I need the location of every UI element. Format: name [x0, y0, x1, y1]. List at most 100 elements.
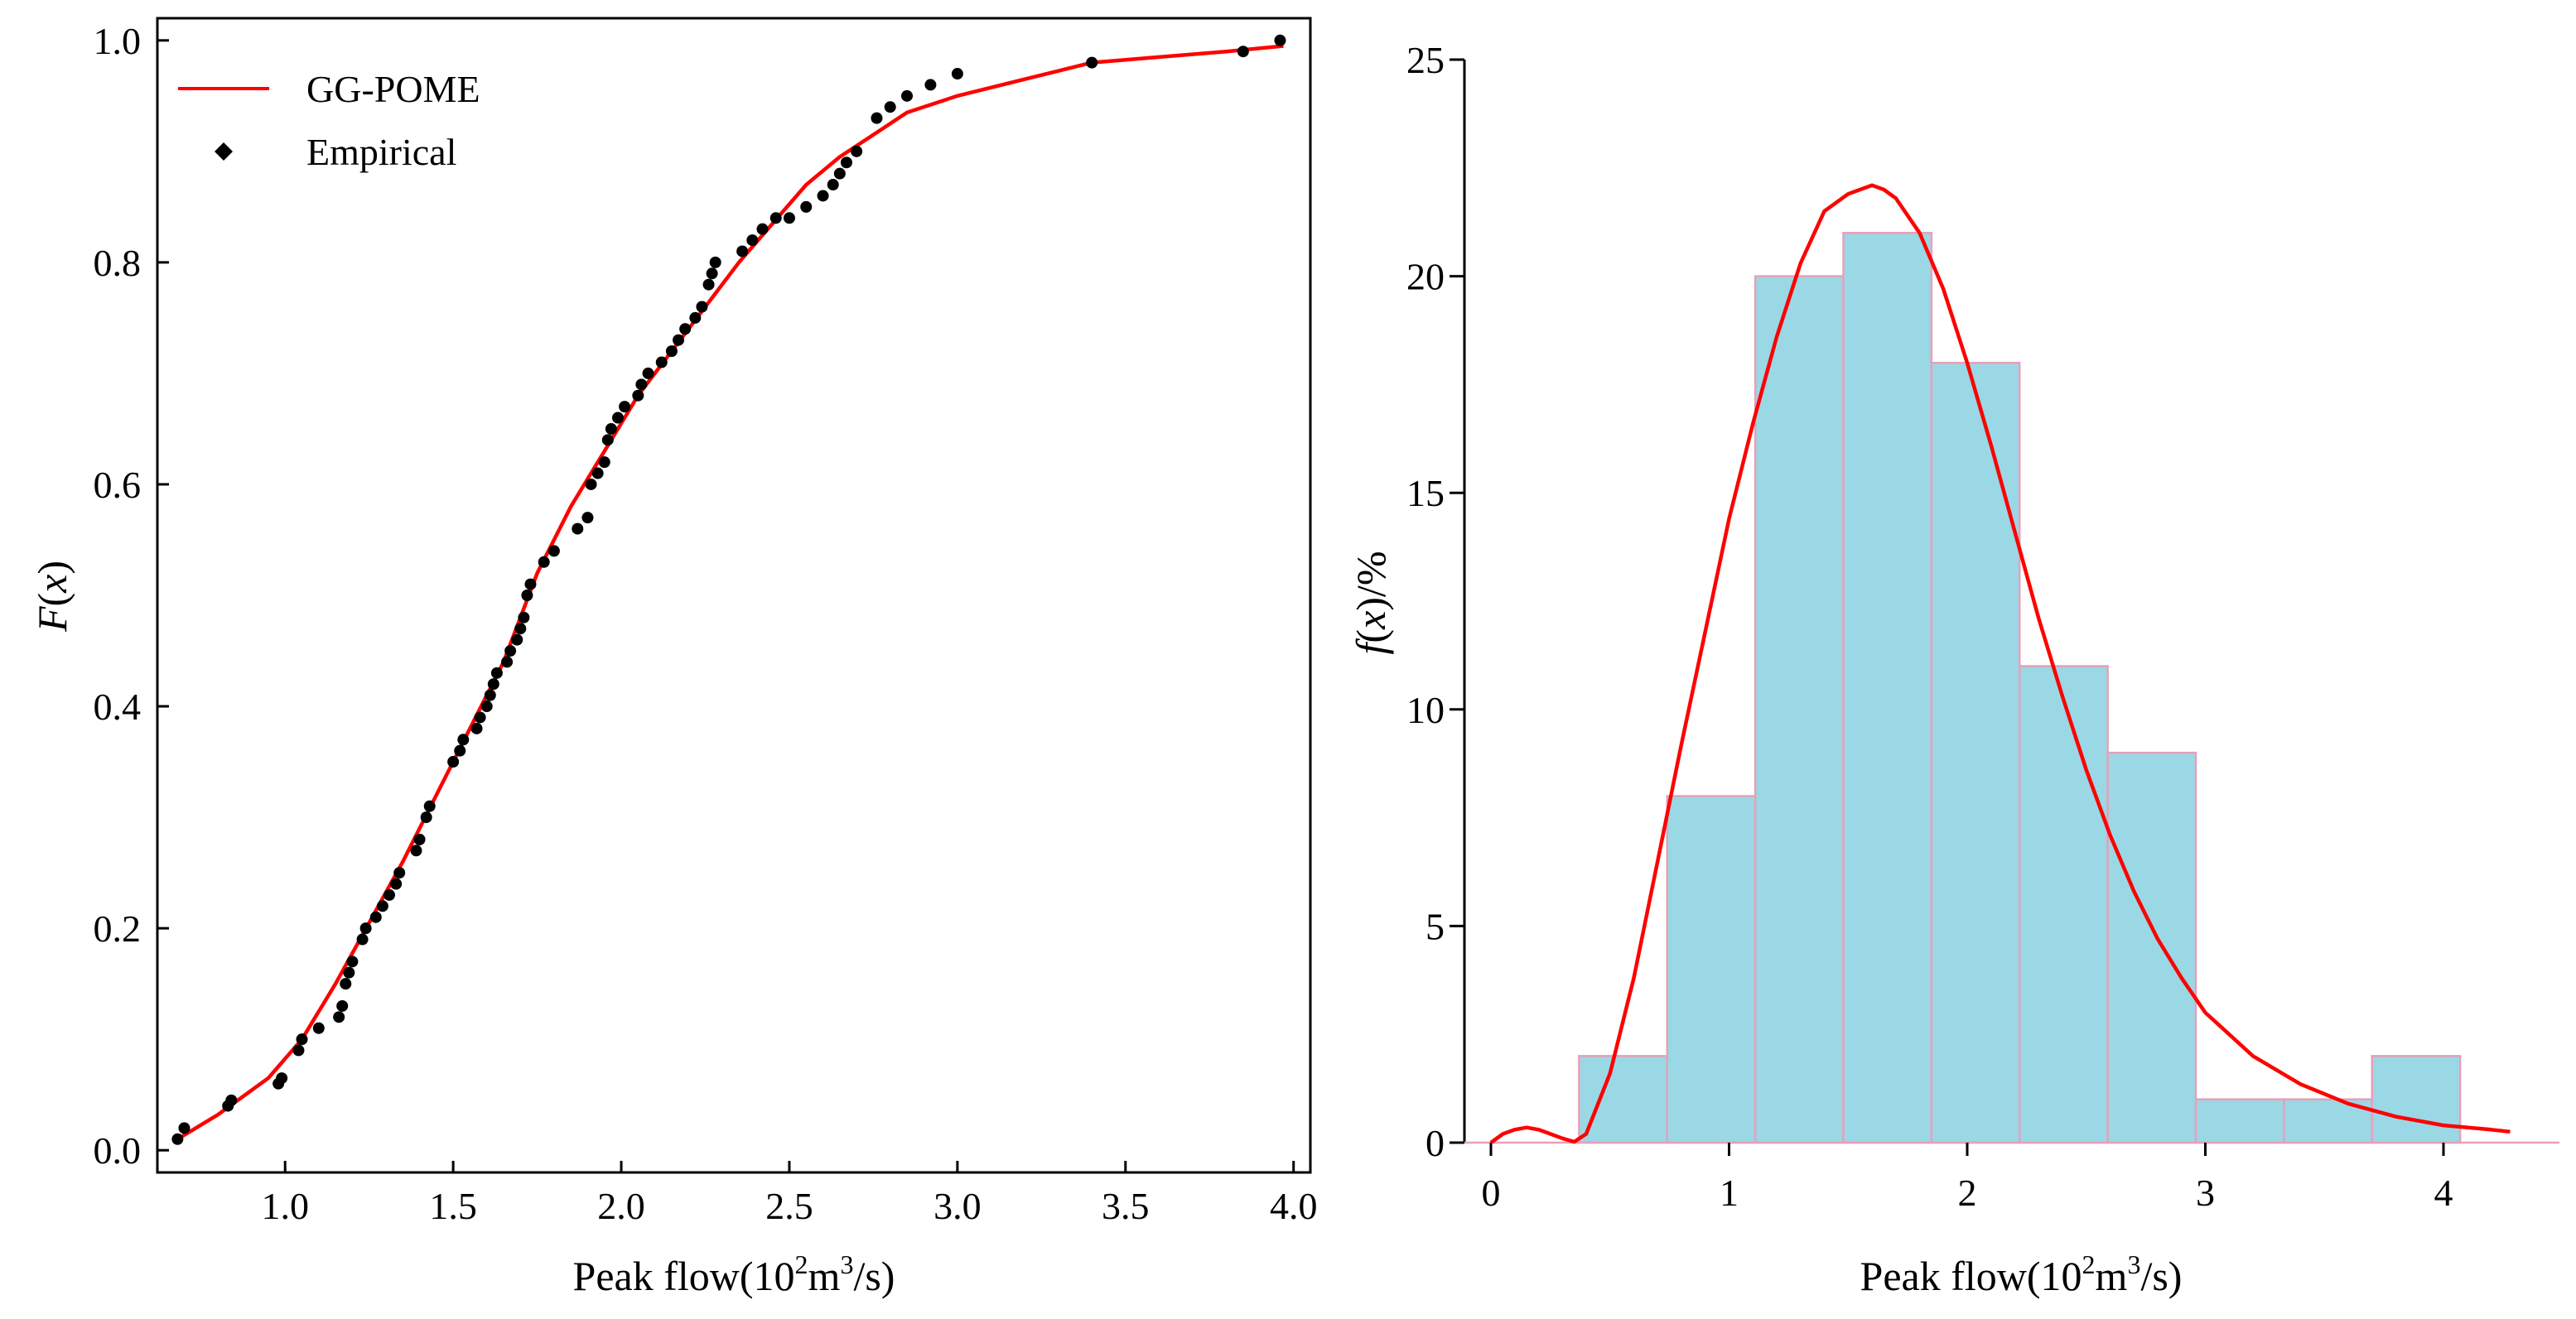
empirical-point [581, 512, 594, 524]
gg-pome-pdf-curve [1489, 183, 2511, 1144]
empirical-point [817, 190, 829, 202]
empirical-point [292, 1044, 305, 1057]
cdf-y-tick-label: 0.6 [94, 464, 142, 506]
empirical-point [598, 456, 610, 469]
pdf-ticks [1450, 58, 2445, 1156]
pdf-y-axis-title: f(x)/% [1348, 551, 1394, 655]
empirical-point [696, 301, 708, 313]
empirical-point [336, 999, 349, 1012]
legend-label-gg-pome: GG-POME [306, 68, 480, 110]
cdf-y-axis-title: F(x) [29, 561, 75, 633]
pdf-x-axis-title: Peak flow(102m3/s) [1860, 1249, 2183, 1299]
empirical-point [619, 401, 631, 413]
empirical-point [572, 522, 584, 535]
empirical-point [487, 678, 499, 691]
cdf-legend: GG-POME Empirical [178, 68, 480, 173]
empirical-point [884, 101, 896, 113]
empirical-point [1237, 46, 1249, 58]
empirical-point [390, 878, 403, 890]
legend-label-empirical: Empirical [306, 131, 456, 173]
histogram-bar [1666, 795, 1757, 1144]
empirical-point [769, 212, 782, 224]
empirical-point [470, 722, 483, 734]
pdf-x-tick-label: 3 [2196, 1172, 2215, 1214]
cdf-panel: 1.0 1.5 2.0 2.5 3.0 3.5 4.0 0.0 0.2 0.4 0.6 0.81.0 … [29, 17, 1318, 1299]
empirical-point [591, 467, 604, 479]
pdf-y-tick-label: 5 [1425, 905, 1445, 947]
empirical-point [632, 389, 644, 402]
histogram-bar [1754, 275, 1845, 1144]
cdf-x-tick-label: 2.5 [765, 1185, 813, 1227]
empirical-point [393, 867, 406, 879]
empirical-point [356, 933, 369, 946]
histogram-bars [1578, 232, 2462, 1144]
histogram-bar [2019, 665, 2109, 1144]
pdf-x-tick-label: 4 [2434, 1172, 2453, 1214]
empirical-point [871, 112, 883, 124]
empirical-point [369, 911, 382, 923]
empirical-point [447, 756, 460, 768]
empirical-point [585, 478, 597, 490]
empirical-point [410, 845, 422, 857]
empirical-point [276, 1072, 288, 1085]
empirical-point [454, 744, 466, 757]
cdf-y-tick-label: 0.2 [94, 907, 142, 950]
empirical-point [333, 1011, 345, 1023]
empirical-point [706, 267, 718, 280]
empirical-point [851, 145, 863, 157]
pdf-tick-labels: 0 1 2 3 4 0 5 10 15 20 25 [1406, 39, 2453, 1214]
empirical-point [655, 356, 668, 368]
empirical-point [518, 611, 530, 623]
pdf-y-tick-label: 15 [1406, 472, 1445, 514]
empirical-point [901, 89, 914, 102]
empirical-point [340, 978, 352, 990]
empirical-point [642, 367, 654, 379]
empirical-point [171, 1133, 184, 1145]
empirical-point [420, 811, 432, 824]
empirical-point [736, 245, 749, 258]
empirical-point [346, 956, 359, 968]
pdf-panel: 0 1 2 3 4 0 5 10 15 20 25 Peak flow(102m3/s) f(x)/… [1348, 39, 2559, 1299]
empirical-point [504, 645, 517, 657]
empirical-point [376, 900, 388, 912]
empirical-point [423, 800, 436, 812]
empirical-point [474, 711, 486, 724]
pdf-x-tick-label: 0 [1482, 1172, 1501, 1214]
empirical-point [924, 79, 937, 91]
empirical-point [1274, 34, 1286, 46]
empirical-point [524, 578, 537, 590]
empirical-point [511, 633, 523, 646]
cdf-y-tick-label: 1.0 [94, 20, 142, 62]
empirical-point [521, 590, 533, 601]
empirical-point [601, 434, 614, 446]
histogram-bar [1842, 232, 1933, 1144]
empirical-point [827, 179, 839, 191]
pdf-x-tick-label: 2 [1958, 1172, 1977, 1214]
empirical-point [480, 700, 493, 713]
cdf-x-tick-label: 1.0 [261, 1185, 309, 1227]
cdf-x-tick-label: 4.0 [1270, 1185, 1318, 1227]
pdf-y-tick-label: 20 [1406, 256, 1445, 298]
legend-marker-swatch [215, 142, 233, 161]
empirical-point [800, 200, 813, 213]
cdf-x-tick-label: 2.0 [597, 1185, 645, 1227]
empirical-point [296, 1033, 308, 1046]
empirical-point [709, 256, 721, 268]
empirical-point [611, 412, 624, 424]
empirical-point [689, 311, 702, 324]
histogram-bar [2194, 1098, 2285, 1144]
empirical-point [501, 656, 514, 668]
empirical-point [833, 167, 846, 180]
histogram-bar [1930, 361, 2021, 1144]
histogram-bar [1578, 1055, 1668, 1144]
empirical-point [665, 345, 678, 358]
pdf-y-tick-label: 10 [1406, 689, 1445, 731]
empirical-point [514, 623, 527, 635]
cdf-y-tick-label: 0.4 [94, 686, 142, 728]
cdf-tick-labels: 1.0 1.5 2.0 2.5 3.0 3.5 4.0 0.0 0.2 0.4 0.6 0.8 1.0 [94, 20, 1318, 1227]
empirical-point [538, 556, 550, 568]
cdf-plot-frame [156, 17, 1312, 1174]
empirical-points [171, 34, 1286, 1145]
histogram-bar [2371, 1055, 2462, 1144]
empirical-point [783, 212, 795, 224]
